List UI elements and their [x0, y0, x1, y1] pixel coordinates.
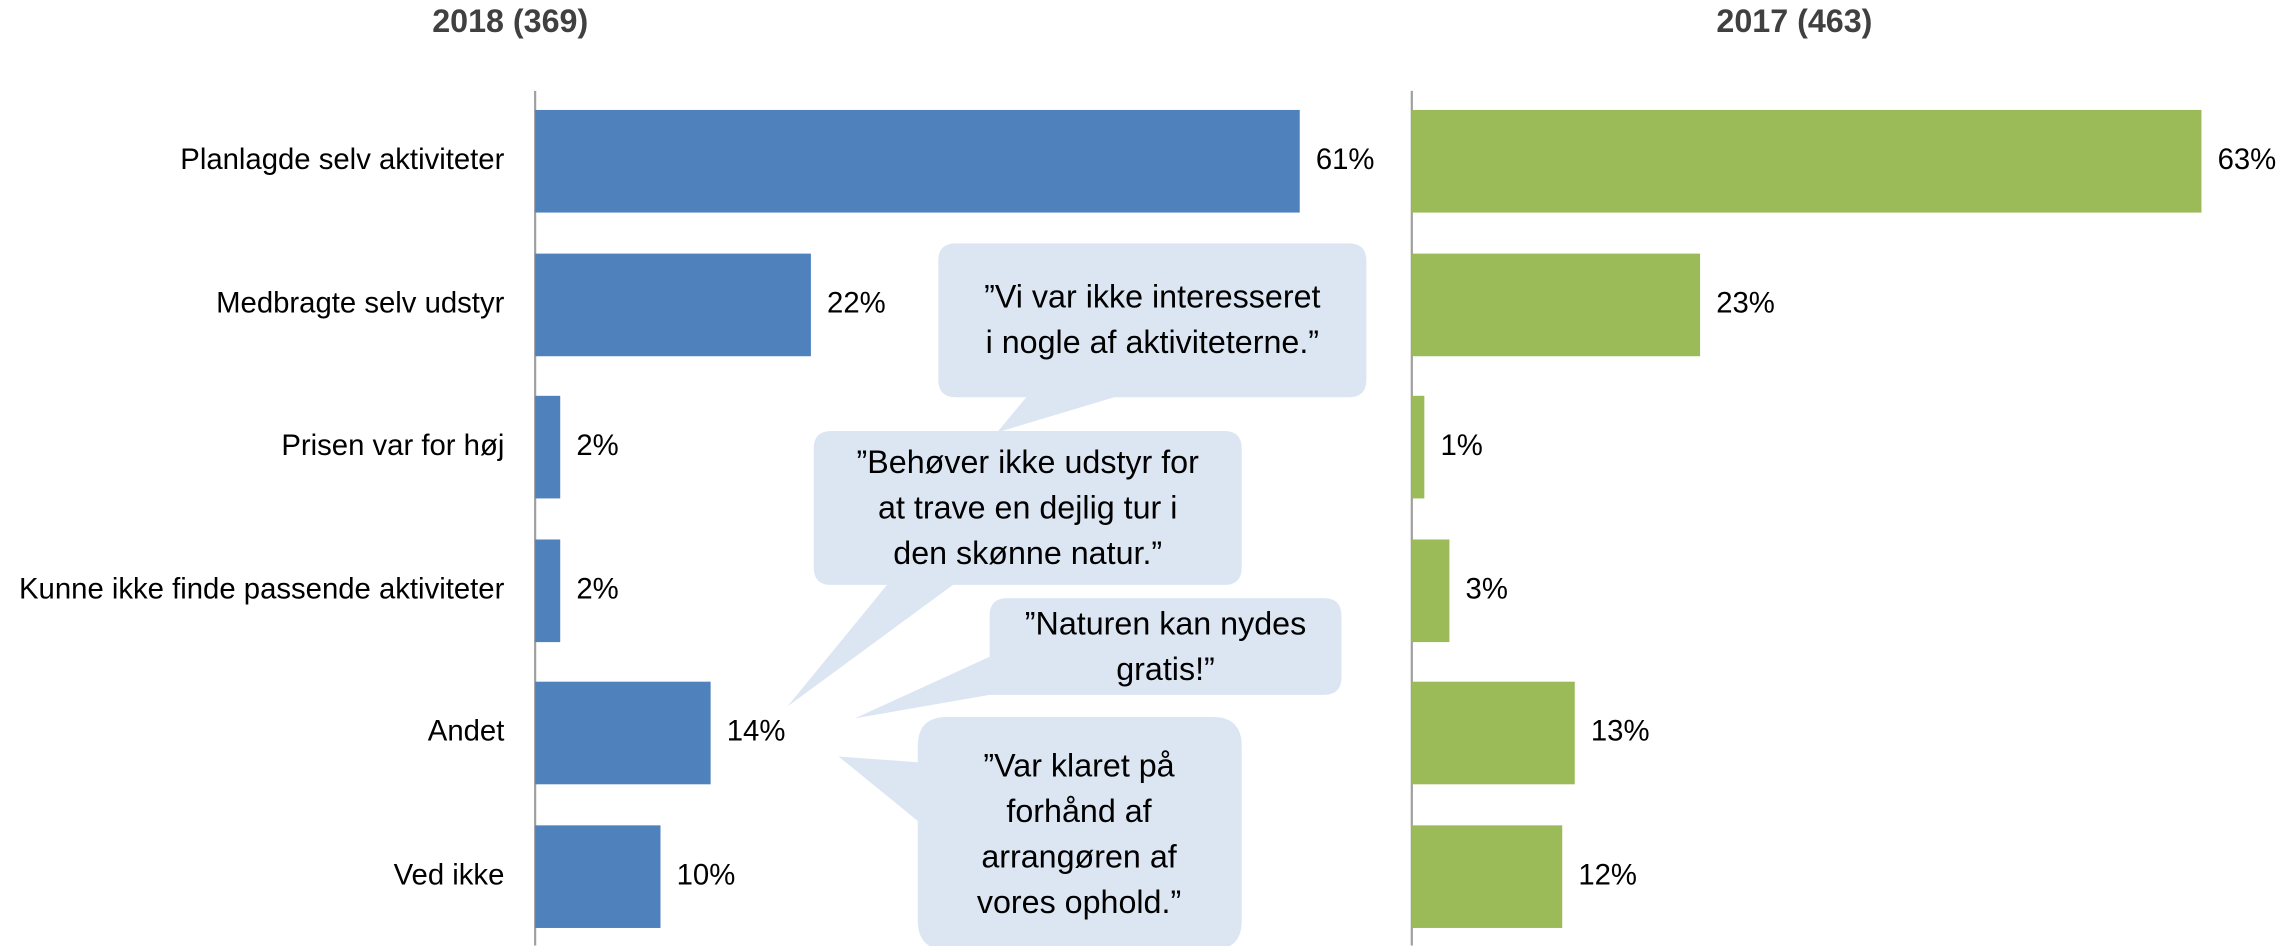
bar — [535, 681, 711, 785]
data-label: 10% — [677, 858, 736, 891]
bar — [1411, 253, 1701, 357]
bar — [535, 539, 561, 643]
bar — [1411, 681, 1575, 785]
category-label: Medbragte selv udstyr — [216, 287, 504, 320]
data-label: 3% — [1466, 573, 1508, 606]
data-label: 13% — [1591, 715, 1650, 748]
callout-text: ”Var klaret på — [983, 748, 1174, 784]
callout-text: arrangøren af — [981, 839, 1176, 875]
callout-text: ”Naturen kan nydes — [1025, 605, 1306, 641]
speech-bubble — [938, 243, 1367, 433]
category-label: Kunne ikke finde passende aktiviteter — [19, 573, 505, 606]
chart-title: 2018 (369) — [432, 3, 588, 39]
category-label: Andet — [428, 715, 505, 748]
speech-bubble — [854, 598, 1342, 719]
data-label: 2% — [576, 573, 618, 606]
chart-title: 2017 (463) — [1716, 3, 1872, 39]
callouts — [787, 243, 1367, 946]
data-label: 61% — [1316, 143, 1375, 176]
bar — [535, 825, 661, 928]
data-label: 14% — [727, 715, 786, 748]
speech-bubble — [838, 716, 1242, 946]
bar — [535, 253, 811, 357]
data-label: 12% — [1578, 858, 1637, 891]
callout-text: vores ophold.” — [977, 884, 1181, 920]
bar — [535, 395, 561, 499]
data-label: 23% — [1716, 287, 1775, 320]
callout-text: at trave en dejlig tur i — [878, 490, 1177, 526]
bar — [1411, 395, 1425, 499]
bar — [1411, 539, 1450, 643]
callout-text: ”Vi var ikke interesseret — [984, 279, 1320, 315]
data-label: 63% — [2218, 143, 2277, 176]
category-label: Planlagde selv aktiviteter — [180, 143, 504, 176]
bar — [535, 109, 1300, 213]
callout-text: gratis!” — [1116, 651, 1215, 687]
category-label: Ved ikke — [394, 858, 505, 891]
callout-text: den skønne natur.” — [893, 535, 1162, 571]
callout-text: i nogle af aktiviteterne.” — [986, 324, 1319, 360]
data-label: 22% — [827, 287, 886, 320]
bar — [1411, 109, 2202, 213]
callout-text: forhånd af — [1006, 793, 1151, 829]
bar — [1411, 825, 1563, 928]
data-label: 2% — [576, 429, 618, 462]
data-label: 1% — [1440, 429, 1482, 462]
callout-text: ”Behøver ikke udstyr for — [857, 444, 1200, 480]
category-label: Prisen var for høj — [281, 429, 504, 462]
speech-bubble — [787, 430, 1242, 707]
